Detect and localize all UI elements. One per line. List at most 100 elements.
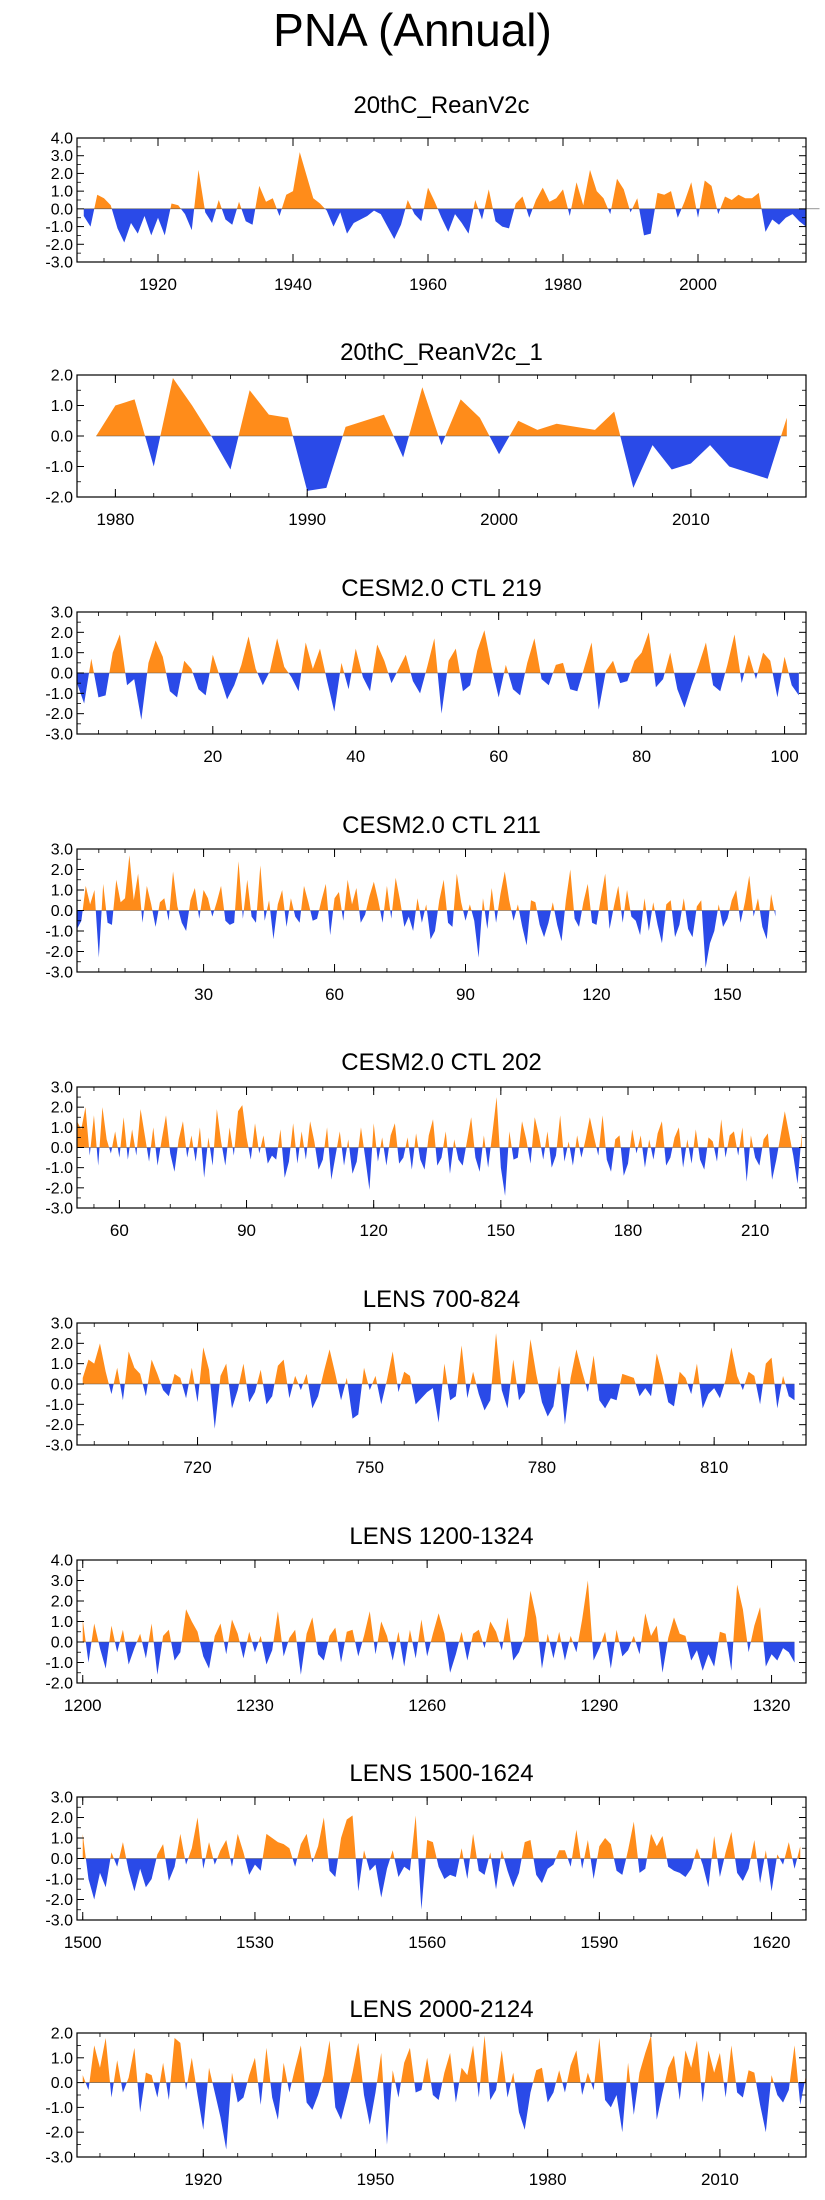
data-point [644,898,645,899]
data-point [203,2129,204,2130]
data-point [714,1666,715,1667]
y-tick-label: 0.0 [51,666,73,683]
y-tick-label: -3.0 [45,1438,73,1455]
data-point [549,201,550,202]
data-point [445,1131,446,1132]
data-point [748,1868,749,1869]
data-point [399,1163,400,1164]
data-point [518,1872,519,1873]
data-point [737,2092,738,2093]
data-point [249,1631,250,1632]
data-point [237,1833,238,1834]
data-point [755,679,756,680]
y-tick-label: 2.0 [51,1336,73,1353]
x-tick-label: 750 [356,1458,384,1477]
data-point [226,1363,227,1364]
data-point [612,660,613,661]
data-point [547,2102,548,2103]
data-point [409,1629,410,1630]
data-point [110,205,111,206]
y-tick-label: -1.0 [45,219,73,236]
x-tick-label: 1940 [274,275,312,294]
data-point [380,214,381,215]
data-point [765,1850,766,1851]
data-point [509,900,510,901]
data-point [692,937,693,938]
data-point [352,2072,353,2073]
data-point [129,855,130,856]
y-tick-label: -3.0 [45,965,73,982]
data-point [741,683,742,684]
data-point [627,1650,628,1651]
data-point [273,939,274,940]
data-point [340,1400,341,1401]
data-point [91,658,92,659]
data-point [124,898,125,899]
data-point [753,916,754,917]
data-point [157,1165,158,1166]
y-tick-label: 1.0 [51,883,73,900]
data-point [650,1833,651,1834]
x-tick-label: 150 [487,1221,515,1240]
data-point [780,1135,781,1136]
data-point [421,922,422,923]
data-point [472,2045,473,2046]
data-point [94,1623,95,1624]
data-point [363,2094,364,2095]
data-point [346,233,347,234]
data-point [306,175,307,176]
data-point [355,648,356,649]
data-point [757,898,758,899]
data-point [456,873,457,874]
data-point [559,1365,560,1366]
data-point [467,1878,468,1879]
data-point [501,1850,502,1851]
data-point [657,924,658,925]
data-point [788,1396,789,1397]
data-point [271,1155,272,1156]
data-point [340,1837,341,1838]
data-point [632,1129,633,1130]
data-point [639,1872,640,1873]
data-point [137,233,138,234]
data-point [345,426,346,427]
data-point [437,1165,438,1166]
data-point [151,235,152,236]
data-point [691,1660,692,1661]
data-point [115,1131,116,1132]
series-negative-area [82,2082,806,2150]
data-point [231,1408,232,1409]
data-point [581,1157,582,1158]
data-point [404,2062,405,2063]
data-point [645,2052,646,2053]
data-point [633,487,634,488]
data-point [289,1848,290,1849]
data-point [269,670,270,671]
panel-3: CESM2.0 CTL 219 -3.0 -2.0 -1.0 0.0 1.0 2.0 3.0 2… [45,575,807,766]
data-point [82,1377,83,1378]
plot-frame [76,137,807,263]
y-tick-label: 4.0 [51,1553,73,1570]
data-point [329,1870,330,1871]
data-point [260,1369,261,1370]
data-point [427,2057,428,2058]
data-point [276,1159,277,1160]
data-point [662,1672,663,1673]
y-tick-label: -2.0 [45,944,73,961]
data-point [748,1652,749,1653]
series-positive-area [77,855,776,911]
data-point [650,1635,651,1636]
data-point [444,2072,445,2073]
data-point [287,417,288,418]
data-point [560,1115,561,1116]
data-point [326,1127,327,1128]
data-point [613,906,614,907]
data-point [277,1365,278,1366]
data-point [375,1864,376,1865]
data-point [238,201,239,202]
data-point [500,1167,501,1168]
data-point [782,1375,783,1376]
data-point [587,2072,588,2073]
data-point [725,1852,726,1853]
data-point [272,1650,273,1651]
